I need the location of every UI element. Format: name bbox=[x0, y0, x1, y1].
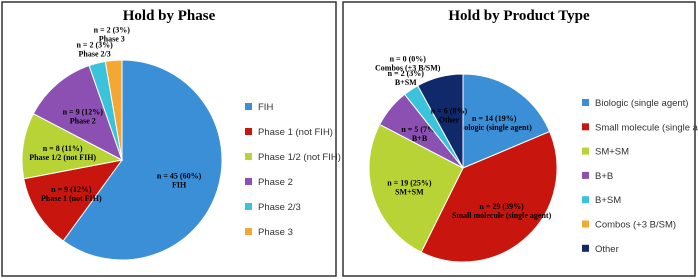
legend-label: SM+SM bbox=[595, 147, 629, 158]
slice-value: n = 9 (12%) bbox=[63, 108, 104, 117]
slice-value: n = 2 (3%) bbox=[76, 40, 113, 49]
legend-label: B+B bbox=[595, 171, 613, 182]
pie-slice bbox=[462, 73, 551, 169]
pie-slice bbox=[368, 123, 464, 253]
slice-category: FIH bbox=[172, 181, 187, 190]
chart-title: Hold by Phase bbox=[123, 8, 216, 24]
legend-swatch bbox=[582, 220, 589, 228]
legend-swatch bbox=[245, 228, 252, 235]
slice-category: Other bbox=[439, 115, 460, 124]
slice-label: n = 5 (7%) B+B bbox=[401, 125, 438, 143]
slice-category: Phase 2 bbox=[70, 117, 96, 126]
slice-category: Small molecule (single agent) bbox=[452, 211, 552, 220]
slice-label: n = 2 (3%) Phase 2/3 bbox=[76, 40, 113, 58]
slice-value: n = 29 (39%) bbox=[479, 202, 524, 211]
slice-category: Phase 1 (not FIH) bbox=[41, 194, 102, 203]
pie-slice bbox=[23, 159, 124, 242]
slice-category: Phase 3 bbox=[99, 34, 125, 43]
panel bbox=[342, 1, 696, 277]
slice-value: n = 9 (12%) bbox=[51, 185, 92, 194]
pie-slice bbox=[32, 64, 123, 162]
legend-swatch bbox=[582, 147, 589, 155]
legend-label: Other bbox=[595, 244, 619, 255]
slice-category: SM+SM bbox=[395, 187, 424, 196]
slice-value: n = 45 (60%) bbox=[157, 172, 202, 181]
slice-category: B+SM bbox=[395, 78, 417, 87]
slice-value: n = 2 (3%) bbox=[94, 25, 131, 34]
legend-swatch bbox=[245, 128, 252, 135]
legend-swatch bbox=[582, 196, 589, 204]
slice-label: n = 2 (3%) Phase 3 bbox=[94, 25, 131, 43]
slice-label: n = 6 (8%) Other bbox=[431, 106, 468, 124]
slice-value: n = 14 (19%) bbox=[472, 114, 517, 123]
legend-label: Phase 1/2 (not FIH) bbox=[258, 152, 341, 163]
slice-label: n = 14 (19%) Biologic (single agent) bbox=[457, 114, 532, 132]
slice-value: n = 6 (8%) bbox=[431, 106, 468, 115]
slice-value: n = 2 (3%) bbox=[388, 69, 425, 78]
pie-slice bbox=[62, 59, 223, 261]
legend-label: Combos (+3 B/SM) bbox=[595, 220, 676, 231]
slice-label: n = 9 (12%) Phase 1 (not FIH) bbox=[41, 185, 102, 203]
legend-label: Phase 1 (not FIH) bbox=[258, 127, 333, 138]
legend-swatch bbox=[582, 123, 589, 131]
panel bbox=[1, 1, 337, 277]
pie-slice bbox=[104, 59, 123, 161]
slice-label: n = 9 (12%) Phase 2 bbox=[63, 108, 104, 126]
slice-label: n = 8 (11%) Phase 1/2 (not FIH) bbox=[29, 144, 96, 162]
slice-label: n = 2 (3%) B+SM bbox=[388, 69, 425, 87]
slice-value: n = 0 (0%) bbox=[390, 55, 427, 64]
legend-swatch bbox=[245, 103, 252, 110]
legend-swatch bbox=[582, 171, 589, 179]
slice-category: Combos (+3 B/SM) bbox=[375, 64, 441, 73]
legend-label: Phase 2/3 bbox=[258, 202, 301, 213]
legend-label: Phase 2 bbox=[258, 177, 293, 188]
legend-label: FIH bbox=[258, 102, 273, 113]
slice-label: n = 19 (25%) SM+SM bbox=[387, 178, 432, 196]
slice-label: n = 29 (39%) Small molecule (single agent… bbox=[452, 202, 552, 220]
slice-category: Biologic (single agent) bbox=[457, 123, 532, 132]
slice-value: n = 19 (25%) bbox=[387, 178, 432, 187]
chart-title: Hold by Product Type bbox=[448, 8, 590, 24]
slice-value: n = 8 (11%) bbox=[43, 144, 83, 153]
legend-label: Phase 3 bbox=[258, 227, 293, 238]
legend-swatch bbox=[582, 244, 589, 252]
legend-label: Small molecule (single agent) bbox=[595, 122, 698, 133]
legend-swatch bbox=[245, 178, 252, 185]
slice-label: n = 45 (60%) FIH bbox=[157, 172, 202, 190]
legend-swatch bbox=[582, 99, 589, 106]
slice-value: n = 5 (7%) bbox=[401, 125, 438, 134]
slice-label: n = 0 (0%) Combos (+3 B/SM) bbox=[375, 55, 441, 73]
legend-swatch bbox=[245, 153, 252, 160]
slice-category: Phase 2/3 bbox=[79, 49, 111, 58]
slice-category: B+B bbox=[412, 134, 428, 143]
slice-category: Phase 1/2 (not FIH) bbox=[29, 153, 96, 162]
pie-slice bbox=[420, 130, 558, 263]
legend-swatch bbox=[245, 203, 252, 210]
legend-label: B+SM bbox=[595, 195, 621, 206]
pie-slice bbox=[417, 73, 464, 169]
legend-label: Biologic (single agent) bbox=[595, 98, 688, 109]
pie-slice bbox=[21, 112, 124, 180]
